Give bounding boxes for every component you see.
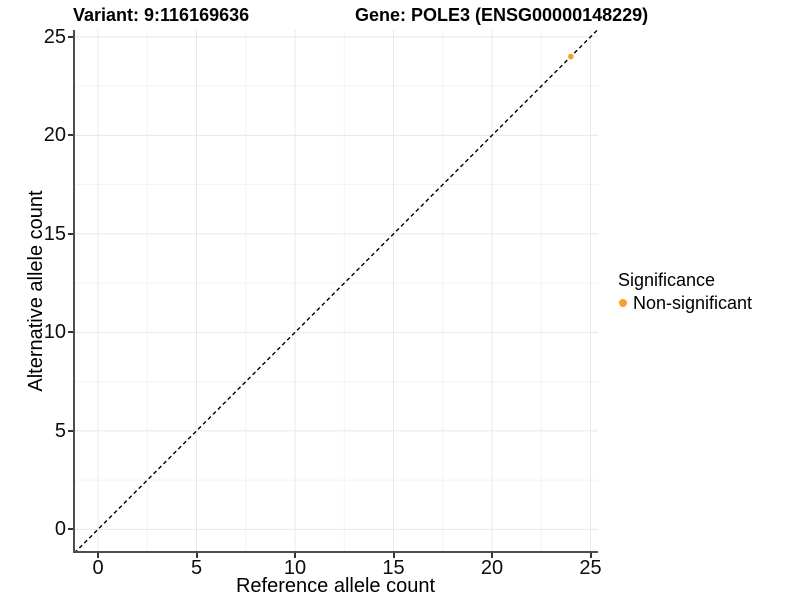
legend-title: Significance (618, 270, 716, 290)
gene-title: Gene: POLE3 (ENSG00000148229) (355, 5, 649, 25)
x-axis-tick-label: 20 (480, 557, 504, 579)
y-axis-tick-label: 5 (54, 419, 66, 442)
x-axis-tick (97, 553, 100, 558)
x-axis-tick (294, 553, 297, 558)
x-axis-tick-label: 10 (283, 557, 307, 579)
x-axis-tick (491, 553, 493, 558)
x-axis-tick-label: 25 (579, 557, 602, 579)
legend-point-icon (619, 299, 627, 307)
y-axis-tick (68, 134, 73, 137)
legend: Significance Non-significant (616, 269, 752, 314)
data-point (568, 53, 574, 60)
x-axis-tick (589, 553, 592, 558)
y-axis-tick (68, 429, 73, 432)
plot-panel (73, 30, 598, 553)
y-axis-tick (68, 331, 73, 334)
x-axis-tick-label: 5 (190, 557, 203, 579)
x-axis-tick-label: 0 (92, 557, 104, 579)
y-axis-tick-label: 10 (43, 321, 66, 344)
variant-title: Variant: 9:116169636 (73, 5, 250, 25)
y-axis-tick-label: 0 (54, 518, 66, 541)
y-axis-tick (68, 528, 73, 531)
y-axis-tick-label: 20 (43, 124, 66, 147)
y-axis-tick-label: 25 (43, 25, 66, 48)
legend-item-label: Non-significant (633, 293, 753, 313)
y-axis-tick-label: 15 (43, 222, 66, 245)
x-axis-title: Reference allele count (235, 575, 435, 597)
y-axis-tick (68, 35, 73, 38)
y-axis-title: Alternative allele count (25, 190, 47, 392)
y-axis-tick (68, 232, 73, 235)
x-axis-tick (195, 553, 198, 558)
legend-item: Non-significant (616, 292, 752, 314)
x-axis-tick (392, 553, 395, 558)
plot-area-svg (73, 30, 598, 553)
x-axis-tick-label: 15 (382, 557, 405, 579)
